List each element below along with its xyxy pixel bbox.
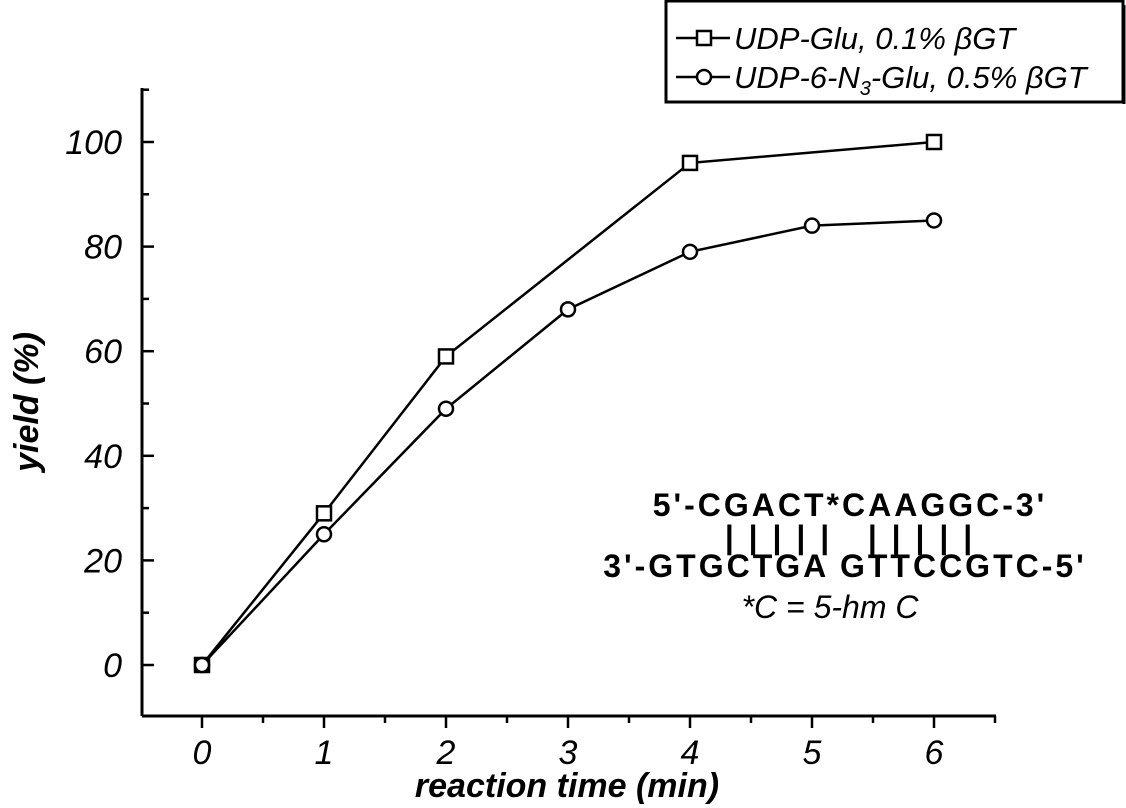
legend: UDP-Glu, 0.1% βGT UDP-6-N3-Glu, 0.5% βGT [664, 0, 1126, 104]
data-point-circle [559, 301, 577, 318]
data-point-circle [803, 217, 821, 234]
legend-label-2-prefix: UDP-6-N [734, 60, 860, 95]
x-tick-labels: 0 1 2 3 4 5 6 [193, 734, 944, 772]
x-tick-label: 3 [559, 734, 578, 772]
legend-box [664, 0, 1125, 104]
legend-label-udp-glu: UDP-Glu, 0.1% βGT [734, 21, 1017, 56]
modification-note: *C = 5-hm C [742, 589, 920, 625]
axes [140, 88, 997, 728]
y-tick-label: 60 [84, 333, 122, 371]
y-tick-label: 0 [103, 647, 122, 685]
y-tick-label: 80 [84, 229, 122, 267]
x-tick-label: 2 [436, 734, 456, 772]
series-udp-6-n3-glu [193, 212, 943, 674]
x-tick-label: 1 [315, 734, 334, 772]
dna-base-pairing: | | | | | | | | | | [725, 519, 975, 555]
data-point-circle [925, 212, 943, 229]
y-tick-label: 40 [84, 438, 122, 476]
data-point-circle [681, 243, 699, 261]
legend-marker-square [695, 29, 713, 47]
data-point-circle [193, 656, 211, 674]
x-tick-label: 0 [193, 734, 212, 772]
x-tick-label: 4 [681, 734, 700, 772]
legend-label-2-subscript: 3 [860, 78, 871, 100]
data-point-square [437, 348, 455, 365]
legend-label-udp-6-n3-glu: UDP-6-N3-Glu, 0.5% βGT [734, 60, 1089, 100]
y-axis-title: yield (%) [8, 332, 46, 474]
dna-bottom-strand: 3'-GTGCTGA GTTCCGTC-5' [603, 548, 1087, 584]
data-point-circle [315, 526, 333, 543]
dna-top-strand: 5'-CGACT*CAAGGC-3' [653, 487, 1048, 523]
data-point-circle [437, 400, 455, 417]
data-point-square [925, 133, 943, 151]
series-line [201, 140, 935, 666]
series-layer [193, 133, 943, 674]
dna-annotation: 5'-CGACT*CAAGGC-3' | | | | | | | | | | 3… [603, 487, 1087, 625]
y-tick-labels: 0 20 40 60 80 100 [65, 124, 122, 685]
y-tick-label: 20 [83, 542, 122, 580]
legend-label-2-suffix: -Glu, 0.5% βGT [871, 60, 1089, 95]
x-tick-label: 5 [803, 734, 822, 772]
data-point-square [681, 154, 699, 172]
x-tick-label: 6 [925, 734, 944, 772]
legend-marker-circle [695, 68, 713, 86]
y-tick-label: 100 [65, 124, 122, 162]
x-axis-title: reaction time (min) [415, 767, 719, 805]
data-point-square [315, 505, 333, 522]
